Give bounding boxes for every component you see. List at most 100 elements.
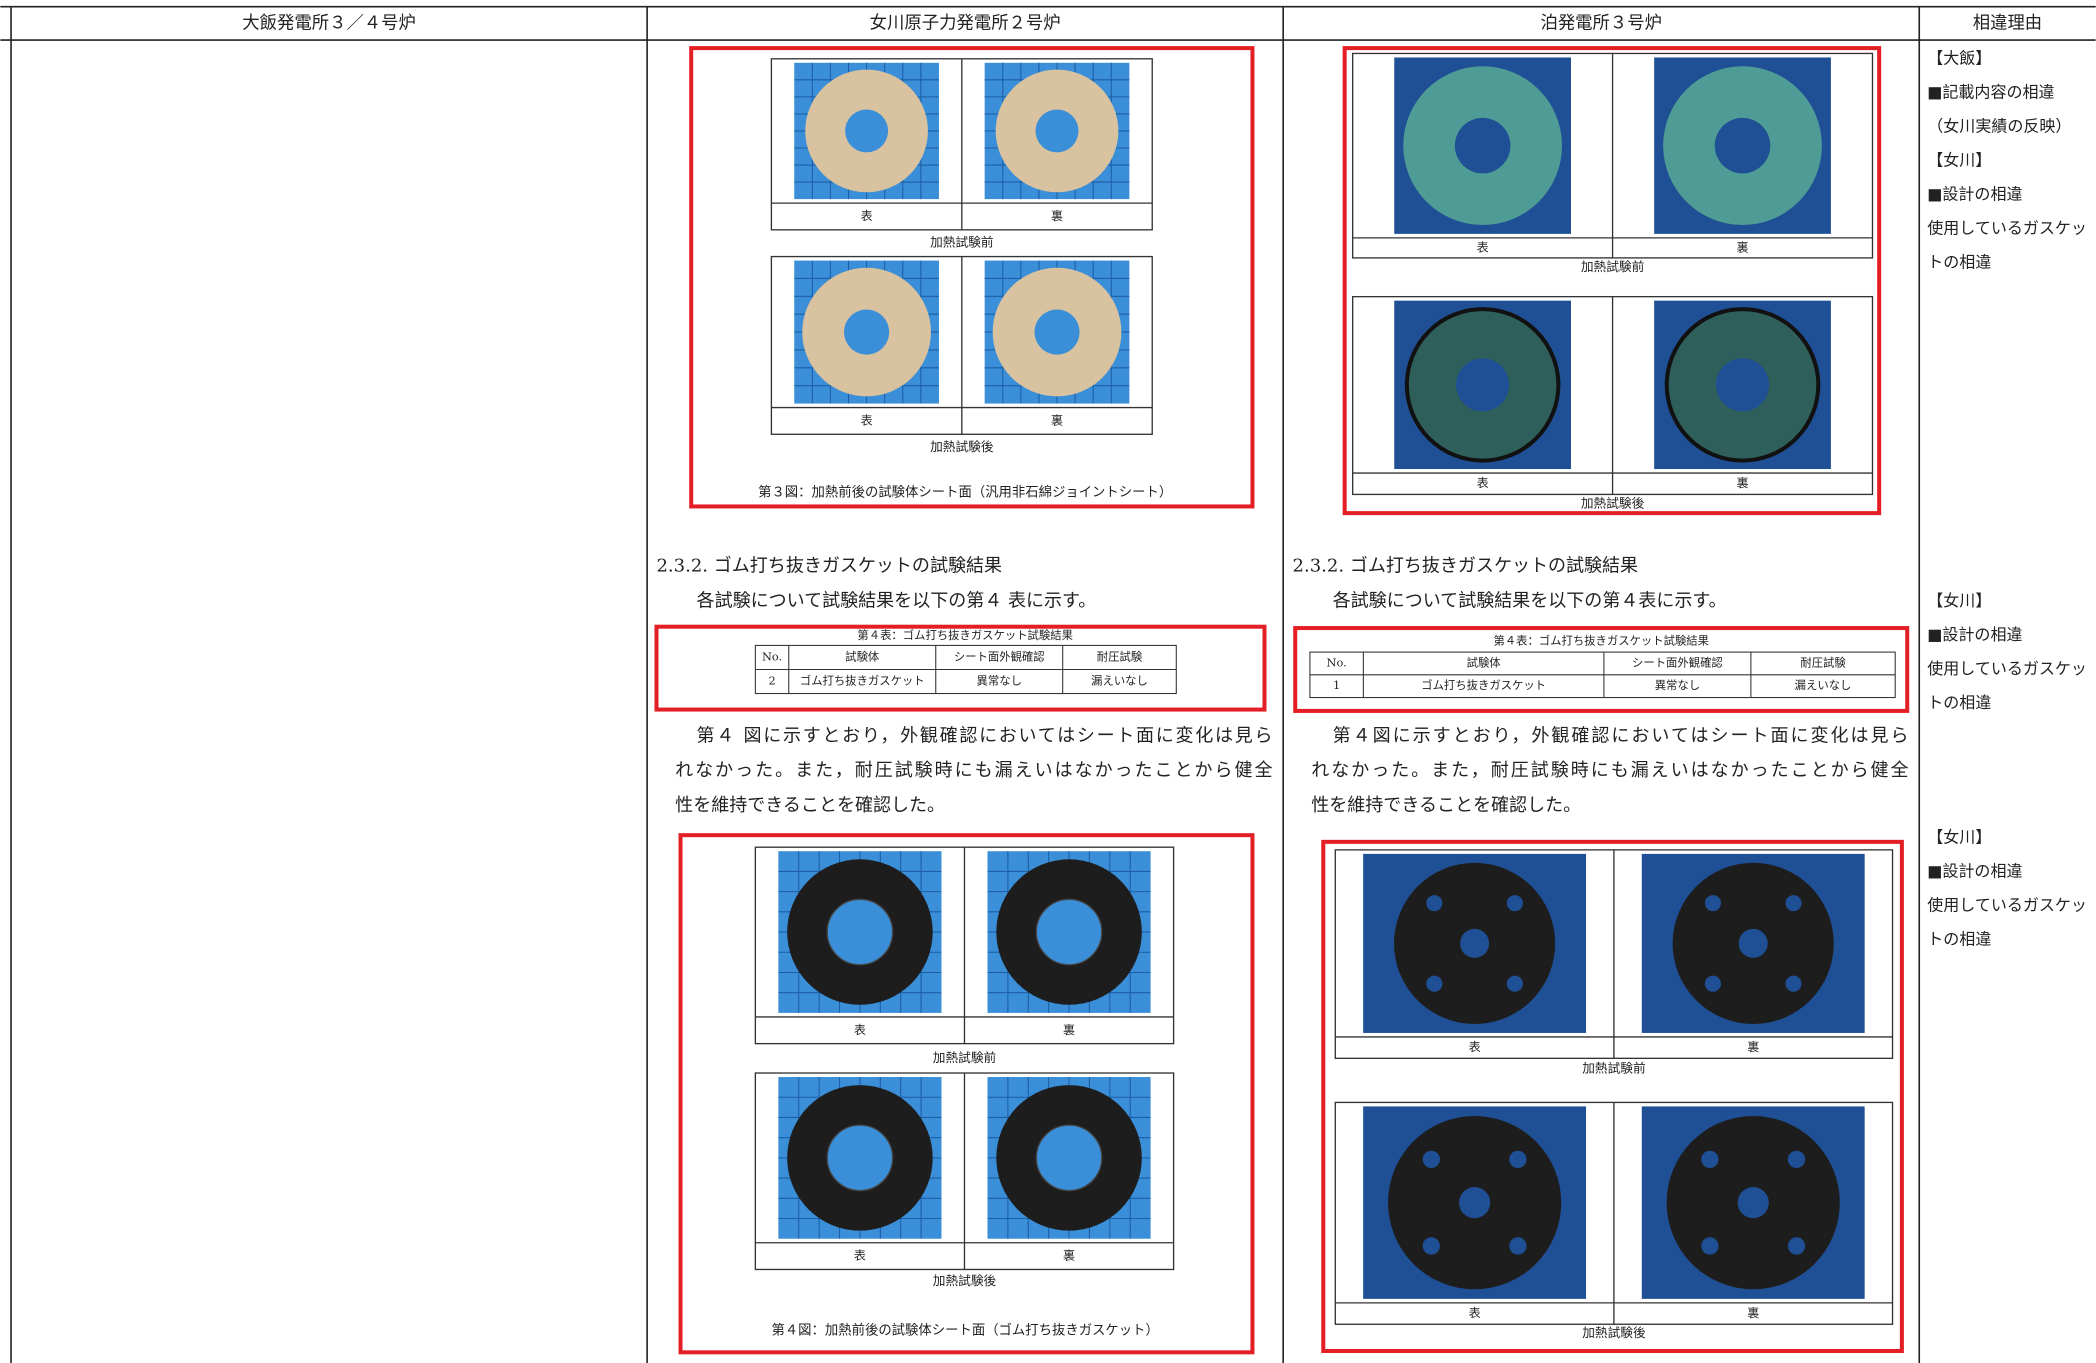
body-text: 各試験について試験結果を以下の第４表に示す。 [1333,590,1727,611]
photo-label: 表 [861,209,873,223]
reason-text: トの相違 [1927,253,1991,272]
header-cell: 泊発電所３号炉 [1540,14,1662,34]
gasket-hole [1422,1237,1440,1255]
photo-label: 裏 [1051,208,1063,223]
photo [794,260,939,404]
photo-label: 表 [1477,240,1489,254]
gasket-hole [845,109,889,153]
highlight-box [678,833,1255,1355]
reason-text: 使用しているガスケッ [1927,895,2087,914]
reason-text: （女川実績の反映） [1927,116,2071,135]
gasket-hole [1714,117,1771,174]
photo-label: 裏 [1063,1248,1075,1263]
photo [1654,57,1831,234]
gasket-hole [1035,1124,1103,1192]
panel-caption: 加熱試験前 [933,1050,996,1065]
table-header: 耐圧試験 [1800,655,1846,669]
photo-label: 裏 [1747,1039,1759,1054]
header-cell: 女川原子力発電所２号炉 [870,14,1061,34]
highlight-box [1293,626,1910,713]
photo-label: 表 [1477,476,1489,490]
gasket-hole [1459,1187,1491,1219]
gasket-hole [1422,1150,1440,1169]
table-header: No. [762,649,782,663]
body-text: 第４ 図に示すとおり，外観確認においてはシート面に変化は見ら [697,725,1273,746]
table-cell: 異常なし [1655,678,1700,692]
gasket-hole [1701,1237,1719,1255]
reason-text: ■記載内容の相違 [1927,82,2054,101]
gasket-hole [826,898,894,966]
photo-label: 裏 [1737,239,1749,254]
gasket-hole [1716,358,1770,412]
photo [1363,853,1587,1033]
table-cell: 漏えいなし [1795,678,1852,692]
header-cell: 相違理由 [1973,14,2042,34]
gasket-hole [1509,1150,1527,1169]
body-text: 第４図に示すとおり，外観確認においてはシート面に変化は見ら [1333,725,1909,746]
gasket-hole [1454,117,1511,174]
table-cell: 1 [1333,678,1340,692]
highlight-box [1321,839,1904,1353]
photo-label: 表 [854,1023,866,1037]
panel-caption: 加熱試験後 [933,1273,997,1288]
table-cell: 異常なし [977,674,1022,688]
gasket-hole [1034,309,1080,355]
table-cell: ゴム打ち抜きガスケット [1421,678,1546,692]
gasket-hole [1509,1237,1527,1255]
photo-label: 裏 [1063,1022,1075,1037]
photo [984,62,1130,200]
gasket-hole [1506,895,1523,912]
table-header: No. [1327,655,1347,669]
gasket-hole [1787,1150,1806,1169]
table-header: 耐圧試験 [1097,649,1143,663]
figure-caption: 第３図：加熱前後の試験体シート面（汎用非石綿ジョイントシート） [758,484,1172,501]
photo [778,851,942,1013]
photo [1394,57,1571,234]
photo [1394,300,1571,470]
panel-caption: 加熱試験前 [1581,259,1644,274]
table-header: シート面外観確認 [1632,655,1723,669]
gasket-hole [1737,1187,1769,1219]
gasket-hole [1035,109,1079,153]
header-cell: 大飯発電所３／４号炉 [242,14,416,34]
reason-text: トの相違 [1927,930,1991,949]
gasket-hole [1460,928,1490,958]
highlight-box [1342,46,1882,516]
gasket-hole [1426,895,1443,912]
table-title: 第４表：ゴム打ち抜きガスケット試験結果 [857,628,1073,642]
photo-label: 裏 [1737,475,1749,490]
table-title: 第４表：ゴム打ち抜きガスケット試験結果 [1493,633,1709,647]
reason-text: 【女川】 [1927,151,1991,170]
photo-label: 裏 [1051,412,1063,427]
body-text: れなかった。また，耐圧試験時にも漏えいはなかったことから健全 [675,760,1272,781]
photo [1641,853,1865,1033]
table-cell: ゴム打ち抜きガスケット [800,674,925,688]
frame [0,5,2096,1363]
reason-text: 【女川】 [1927,591,1991,610]
panel-caption: 加熱試験後 [930,439,994,454]
highlight-box [689,46,1255,509]
reason-text: 【女川】 [1927,827,1991,846]
panel-caption: 加熱試験前 [1582,1061,1645,1076]
photo [778,1077,942,1239]
reason-text: 【大飯】 [1927,48,1991,67]
gasket-hole [1785,895,1802,912]
photo-label: 表 [1469,1306,1481,1320]
gasket-hole [826,1124,894,1192]
table-header: 試験体 [845,649,880,663]
reason-text: ■設計の相違 [1927,185,2022,204]
highlight-box [654,624,1267,712]
reason-text: トの相違 [1927,693,1991,712]
photo [987,1077,1151,1239]
reason-text: 使用しているガスケッ [1927,219,2087,238]
section-heading: 2.3.2. ゴム打ち抜きガスケットの試験結果 [656,556,1002,577]
table-cell: 漏えいなし [1091,674,1148,688]
gasket-hole [1506,975,1523,992]
panel-caption: 加熱試験後 [1581,495,1645,510]
photo [1363,1106,1587,1299]
photo [1654,300,1831,470]
reason-text: 使用しているガスケッ [1927,659,2087,678]
figure-caption: 第４図：加熱前後の試験体シート面（ゴム打ち抜きガスケット） [771,1321,1158,1338]
